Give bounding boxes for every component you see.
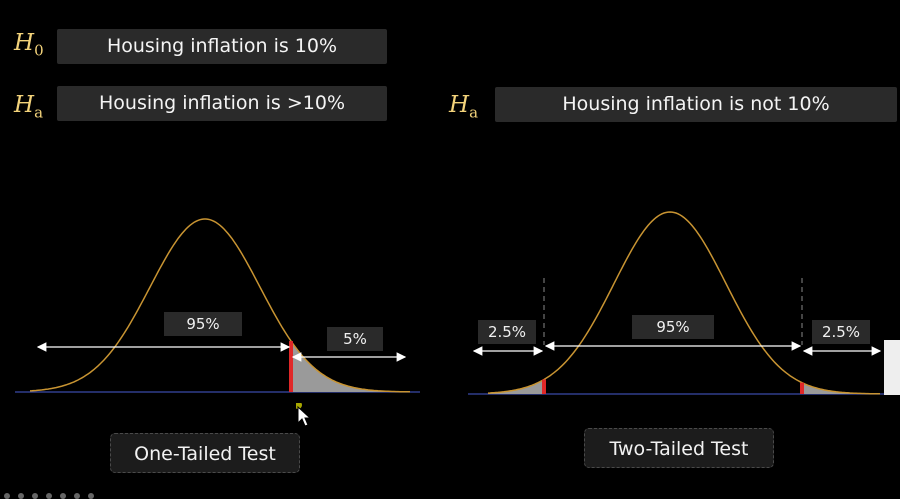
two-tailed-left-percent: 2.5% <box>478 320 536 344</box>
presentation-toolbar[interactable] <box>0 493 144 499</box>
two-tailed-left-rejection-area <box>488 379 544 394</box>
one-tailed-curve <box>29 218 410 393</box>
alt-hypothesis-two-tailed-box: Housing inflation is not 10% <box>495 87 897 122</box>
two-tailed-curve <box>487 211 880 395</box>
two-tailed-right-percent: 2.5% <box>812 320 870 344</box>
subtitles-icon[interactable] <box>74 493 80 499</box>
forward-icon[interactable] <box>18 493 24 499</box>
two-tailed-body-percent: 95% <box>632 315 714 339</box>
null-hypothesis-symbol: H0 <box>14 30 44 60</box>
scrollbar-edge[interactable] <box>884 340 900 395</box>
one-tailed-tail-percent: 5% <box>327 327 383 351</box>
alt-hypothesis-two-tailed-symbol: Ha <box>449 92 479 122</box>
two-tailed-right-rejection-area <box>802 382 880 394</box>
one-tailed-test-label: One-Tailed Test <box>110 433 300 473</box>
mouse-cursor-icon <box>296 403 312 427</box>
zoom-icon[interactable] <box>60 493 66 499</box>
one-tailed-rejection-area <box>291 341 410 392</box>
alt-hypothesis-one-tailed-box: Housing inflation is >10% <box>57 86 387 121</box>
alt-hypothesis-one-tailed-symbol: Ha <box>14 92 44 122</box>
more-icon[interactable] <box>88 493 94 499</box>
null-hypothesis-box: Housing inflation is 10% <box>57 29 387 64</box>
slides-icon[interactable] <box>46 493 52 499</box>
two-tailed-test-label: Two-Tailed Test <box>584 428 774 468</box>
one-tailed-distribution <box>15 218 420 393</box>
back-icon[interactable] <box>4 493 10 499</box>
one-tailed-body-percent: 95% <box>164 312 242 336</box>
two-tailed-distribution <box>468 211 885 395</box>
pen-icon[interactable] <box>32 493 38 499</box>
